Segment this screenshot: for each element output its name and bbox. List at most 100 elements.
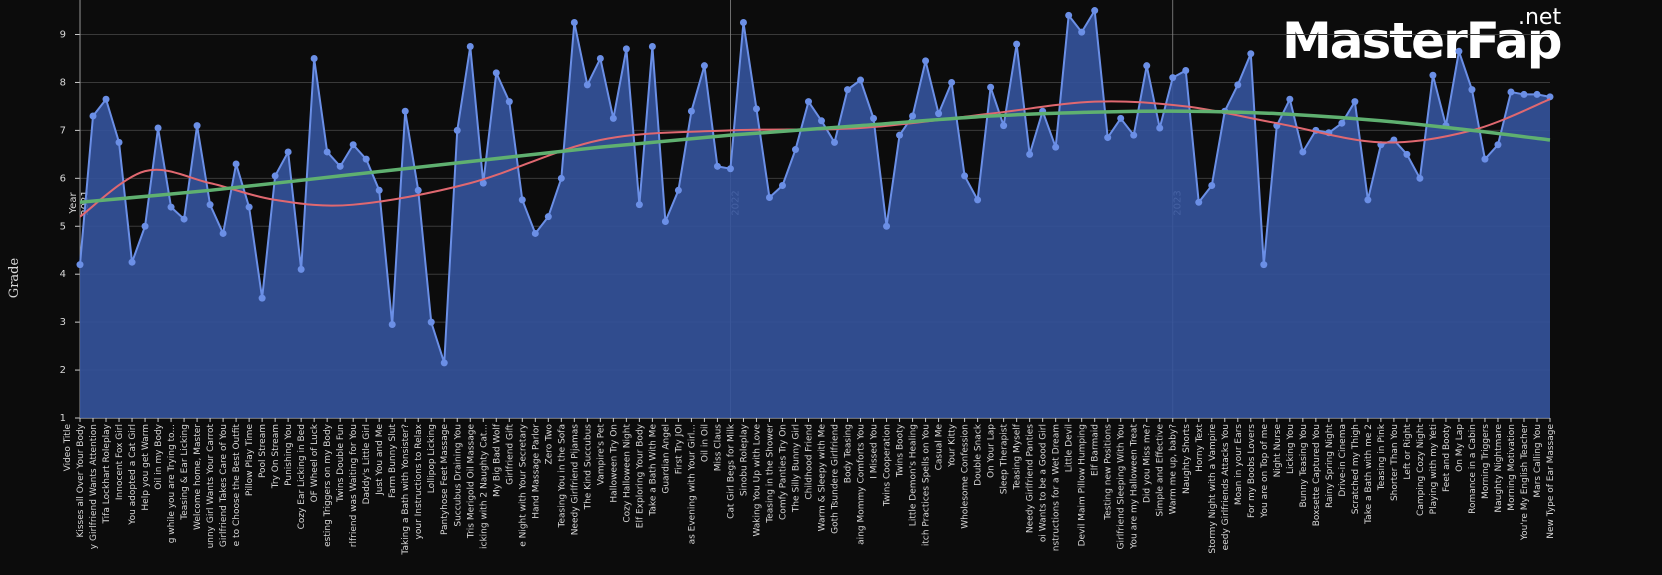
point — [844, 86, 852, 94]
point — [1156, 124, 1164, 132]
x-tick-label: Take a Bath With Me — [648, 424, 658, 517]
x-tick-label: Left or Right — [1403, 424, 1413, 480]
point — [492, 69, 500, 77]
point — [1507, 88, 1515, 96]
point — [1494, 141, 1502, 149]
x-tick-label: On My Lap — [1455, 424, 1465, 472]
x-tick-label: Sinobu Roleplay — [739, 423, 749, 496]
x-tick-label: The Kind Succubus — [583, 424, 593, 511]
point — [1000, 122, 1008, 130]
x-tick-label: Needy Girlfriend Panties — [1026, 424, 1036, 533]
x-tick-label: Boxsette Captured You — [1312, 424, 1322, 526]
x-tick-label: Cat Girl Begs for Milk — [726, 423, 736, 519]
x-tick-label: Innocent Fox Girl — [115, 424, 125, 500]
point — [948, 78, 956, 86]
x-tick-label: Hand Massage Parlor — [531, 424, 541, 519]
point — [518, 196, 526, 204]
point — [1416, 174, 1424, 182]
x-tick-label: as Evening with Your Girl... — [687, 424, 697, 544]
x-tick-label: your Instructions to Relax — [414, 423, 424, 539]
x-tick-label: Feet and Booty — [1442, 423, 1452, 492]
x-tick-label: Bunny Teasing You — [1299, 424, 1309, 507]
x-tick-label: Teasing in the Shower — [765, 424, 775, 524]
point — [388, 321, 396, 329]
x-tick-label: Casual Me — [935, 424, 945, 471]
x-tick-label: Drive-in Cinema — [1338, 424, 1348, 497]
point — [245, 203, 253, 211]
x-tick-label: You adopted a Cat Girl — [128, 424, 138, 526]
point — [778, 182, 786, 190]
point — [1065, 11, 1073, 19]
point — [349, 141, 357, 149]
x-tick-label: Twins Booty — [896, 423, 906, 478]
y-tick-label: 2 — [60, 365, 66, 376]
x-tick-label: Punishing You — [284, 424, 294, 486]
point — [870, 114, 878, 122]
point — [544, 213, 552, 221]
point — [336, 162, 344, 170]
x-tick-label: Body Teasing — [844, 424, 854, 483]
point — [479, 179, 487, 187]
point — [1247, 50, 1255, 58]
x-tick-label: Vampire's Pet — [596, 424, 606, 486]
point — [1182, 66, 1190, 74]
x-tick-label: Guardian Angel — [661, 424, 671, 494]
y-tick-label: 5 — [60, 221, 66, 232]
point — [154, 124, 162, 132]
point — [1299, 148, 1307, 156]
x-tick-label: Playing with my Yeti — [1429, 424, 1439, 514]
x-tick-label: Waking You Up with Love — [752, 424, 762, 537]
x-tick-label: Camping Cozy Night — [1416, 424, 1426, 516]
x-tick-label: Oil in my Body — [154, 423, 164, 489]
point — [232, 160, 240, 168]
x-tick-label: Testing new Positions — [1104, 424, 1114, 521]
x-tick-label: Tifa Lockhart Roleplay — [102, 423, 112, 524]
point — [935, 110, 943, 118]
x-tick-label: Sleep Therapist — [1000, 424, 1010, 495]
x-tick-label: I Missed You — [870, 424, 880, 479]
point — [1468, 86, 1476, 94]
x-tick-label: Teasing in Pink — [1377, 423, 1387, 491]
x-tick-label: Stormy Night with a Vampire — [1208, 424, 1218, 554]
x-tick-label: Succubus Draining You — [453, 424, 463, 527]
point — [1351, 98, 1359, 106]
point — [674, 186, 682, 194]
y-axis-label: Grade — [7, 258, 22, 299]
x-tick-label: Miss Claus — [713, 424, 723, 472]
point — [1403, 150, 1411, 158]
y-tick-label: 1 — [60, 413, 66, 424]
point — [804, 98, 812, 106]
x-tick-label: Just You and Me — [375, 424, 385, 496]
x-tick-label: Needy Girlfriend Pijamas — [570, 424, 580, 536]
x-tick-label: Moan in your Ears — [1234, 424, 1244, 505]
point — [570, 19, 578, 27]
point — [102, 95, 110, 103]
point — [284, 148, 292, 156]
x-tick-label: Daddy's Little Girl — [362, 424, 372, 504]
point — [648, 42, 656, 50]
point — [987, 83, 995, 91]
point — [1026, 150, 1034, 158]
x-tick-label: Kisses all Over Your Body — [76, 423, 86, 537]
x-tick-label: unny Girl Wants Your Carrot — [206, 424, 216, 549]
x-tick-label: aing Mommy Comforts You — [857, 424, 867, 545]
x-tick-label: Scratched my Thigh — [1351, 424, 1361, 514]
point — [831, 138, 839, 146]
point — [1520, 90, 1528, 98]
point — [883, 222, 891, 230]
point — [1546, 93, 1554, 101]
point — [531, 229, 539, 237]
x-tick-label: Farm Bunny Slut — [388, 424, 398, 498]
x-tick-label: Girlfriend Takes Care of You — [219, 424, 229, 547]
x-tick-label: Naughty Shorts — [1182, 424, 1192, 494]
point — [922, 57, 930, 65]
point — [1455, 47, 1463, 55]
point — [1078, 28, 1086, 36]
x-tick-label: Naughty Nightmare — [1494, 424, 1504, 513]
x-tick-label: rlfriend was Waiting for You — [349, 424, 359, 547]
x-tick-label: Rainy Spring Night — [1325, 424, 1335, 509]
x-tick-label: Licking You — [1286, 424, 1296, 474]
point — [635, 201, 643, 209]
x-tick-label: Morning Triggers — [1481, 424, 1491, 499]
x-tick-label: Double Snack — [974, 423, 984, 486]
